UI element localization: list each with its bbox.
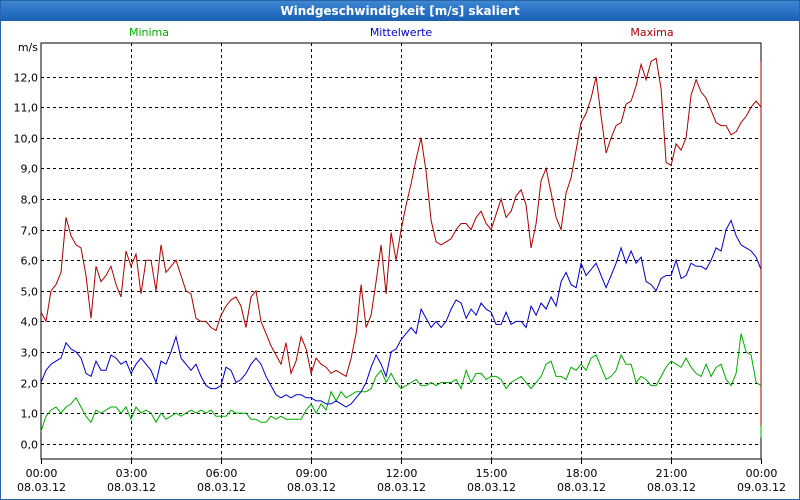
x-tick-time: 00:00 — [26, 467, 58, 480]
y-axis-unit: m/s — [18, 41, 38, 54]
y-tick-label: 3,0 — [21, 347, 39, 360]
y-tick-label: 11,0 — [14, 102, 39, 115]
x-tick-time: 18:00 — [566, 467, 598, 480]
y-tick-label: 6,0 — [21, 255, 39, 268]
legend-mittelwerte: Mittelwerte — [370, 26, 433, 39]
window-title: Windgeschwindigkeit [m/s] skaliert — [1, 1, 799, 21]
plot-area — [40, 42, 762, 460]
x-tick-date: 08.03.12 — [107, 481, 156, 494]
y-tick-label: 7,0 — [21, 225, 39, 238]
y-tick-label: 10,0 — [14, 133, 39, 146]
x-tick-time: 21:00 — [656, 467, 688, 480]
x-tick-time: 15:00 — [476, 467, 508, 480]
x-tick-date: 08.03.12 — [467, 481, 516, 494]
series-line-maxima — [40, 57, 762, 426]
x-tick-date: 09.03.12 — [737, 481, 786, 494]
y-tick-label: 0,0 — [21, 439, 39, 452]
y-tick-label: 9,0 — [21, 163, 39, 176]
y-tick-label: 1,0 — [21, 408, 39, 421]
x-tick-date: 08.03.12 — [647, 481, 696, 494]
x-tick-date: 08.03.12 — [17, 481, 66, 494]
y-tick-label: 5,0 — [21, 286, 39, 299]
x-tick-date: 08.03.12 — [377, 481, 426, 494]
y-tick-label: 4,0 — [21, 316, 39, 329]
x-tick-date: 08.03.12 — [197, 481, 246, 494]
line-chart: 0,0 1,0 2,0 3,0 4,0 5,0 6,0 7,0 8,0 9,0 10,0 11,0 12… — [14, 26, 786, 494]
x-tick-time: 09:00 — [296, 467, 328, 480]
x-tick-time: 12:00 — [386, 467, 418, 480]
x-tick-time: 03:00 — [116, 467, 148, 480]
x-tick-time: 00:00 — [746, 467, 778, 480]
x-tick-date: 08.03.12 — [287, 481, 336, 494]
y-tick-label: 2,0 — [21, 378, 39, 391]
legend-minima: Minima — [129, 26, 169, 39]
x-tick-time: 06:00 — [206, 467, 238, 480]
y-tick-label: 12,0 — [14, 72, 39, 85]
x-tick-date: 08.03.12 — [557, 481, 606, 494]
y-tick-label: 8,0 — [21, 194, 39, 207]
legend-maxima: Maxima — [630, 26, 673, 39]
